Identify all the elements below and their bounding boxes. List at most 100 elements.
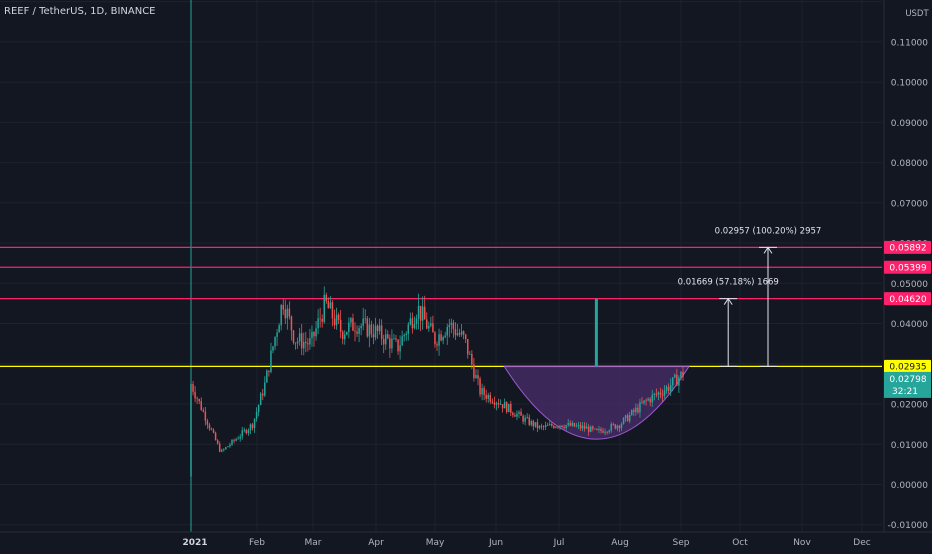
candle-body	[335, 314, 338, 326]
candle-body	[243, 429, 246, 431]
unit-label-bg	[890, 0, 930, 20]
candle-body	[583, 425, 586, 429]
candle-body	[309, 338, 311, 345]
candle-body	[385, 334, 387, 345]
candle-body	[647, 398, 649, 401]
candle-body	[434, 332, 436, 345]
price-tick-label: 0.00000	[891, 481, 928, 491]
candle-body	[491, 401, 494, 403]
cup-shape[interactable]	[503, 366, 690, 440]
candle-body	[389, 338, 391, 349]
candle-body	[522, 415, 524, 422]
price-unit-label: USDT	[905, 9, 929, 19]
candle-body	[575, 425, 578, 427]
candle-body	[264, 382, 266, 396]
candle-body	[339, 319, 342, 332]
candle-body	[360, 325, 362, 329]
candle-body	[266, 370, 268, 383]
candle-body	[524, 417, 526, 422]
last-price-label: 0.02798	[889, 375, 926, 385]
time-tick-label: Oct	[732, 538, 748, 548]
candle-body	[540, 425, 543, 427]
candle-body	[624, 415, 627, 418]
candle-body	[202, 410, 205, 412]
candle-body	[532, 421, 535, 427]
candle-body	[376, 325, 379, 332]
candle-body	[259, 393, 262, 406]
candle-body	[214, 432, 217, 441]
candle-body	[331, 302, 334, 319]
candle-body	[411, 318, 414, 329]
candle-body	[206, 420, 209, 425]
candle-body	[356, 331, 358, 334]
candle-body	[296, 341, 299, 344]
candle-body	[430, 323, 432, 326]
candle-body	[354, 330, 356, 332]
candle-body	[204, 411, 207, 421]
candle-body	[292, 330, 295, 343]
candle-body	[413, 324, 416, 329]
candle-body	[469, 353, 471, 355]
candle-body	[487, 395, 489, 399]
candle-body	[639, 402, 641, 413]
candle-body	[282, 305, 284, 310]
candle-body	[321, 318, 323, 322]
candle-body	[405, 333, 407, 335]
candle-body	[585, 426, 588, 429]
candle-body	[563, 427, 565, 428]
measurement-tools[interactable]: 0.01669 (57.18%) 1669 0.02957 (100.20%) 2…	[678, 226, 822, 367]
candle-body	[516, 413, 518, 417]
candle-body	[393, 338, 395, 340]
target-bar[interactable]	[594, 298, 598, 367]
candle-body	[526, 417, 528, 419]
candle-body	[682, 371, 684, 377]
time-tick-label: Sep	[673, 538, 690, 548]
candle-body	[323, 294, 325, 322]
candle-body	[426, 319, 428, 329]
candle-body	[419, 305, 422, 321]
candle-body	[508, 403, 510, 413]
candle-body	[364, 318, 366, 320]
candle-body	[378, 325, 381, 332]
candle-body	[456, 333, 459, 336]
candle-body	[333, 318, 336, 326]
candle-body	[397, 339, 399, 352]
candle-body	[399, 345, 401, 352]
candle-body	[423, 306, 426, 320]
time-axis[interactable]: 2021 Feb Mar Apr May Jun Jul Aug Sep Oct Nov Dec	[0, 531, 932, 550]
candle-body	[452, 322, 455, 329]
candle-body	[235, 439, 237, 441]
candle-body	[350, 318, 352, 323]
time-tick-label: Apr	[368, 538, 384, 548]
price-tick-label: 0.01000	[891, 441, 928, 451]
candle-body	[598, 428, 600, 430]
candle-body	[657, 392, 660, 395]
price-tick-label: -0.01000	[888, 521, 929, 531]
candle-body	[678, 377, 680, 386]
candle-body	[341, 331, 344, 340]
candle-body	[518, 411, 520, 414]
cup-pattern[interactable]	[503, 298, 690, 440]
candle-body	[313, 331, 315, 337]
candle-body	[372, 334, 375, 338]
symbol-title[interactable]: REEF / TetherUS, 1D, BINANCE	[4, 6, 156, 17]
candle-body	[237, 438, 239, 440]
candle-body	[368, 324, 371, 337]
candle-body	[489, 395, 492, 402]
candle-body	[415, 318, 418, 325]
time-tick-label: Jun	[488, 538, 503, 548]
candles	[190, 286, 684, 478]
candle-body	[501, 404, 504, 409]
candle-body	[298, 333, 301, 342]
time-tick-label: Feb	[249, 538, 265, 548]
candle-body	[382, 338, 385, 345]
candle-body	[307, 343, 309, 345]
candle-body	[401, 336, 403, 346]
candle-body	[628, 414, 631, 422]
candle-body	[380, 325, 383, 339]
candle-body	[387, 334, 389, 339]
candle-body	[643, 400, 645, 404]
